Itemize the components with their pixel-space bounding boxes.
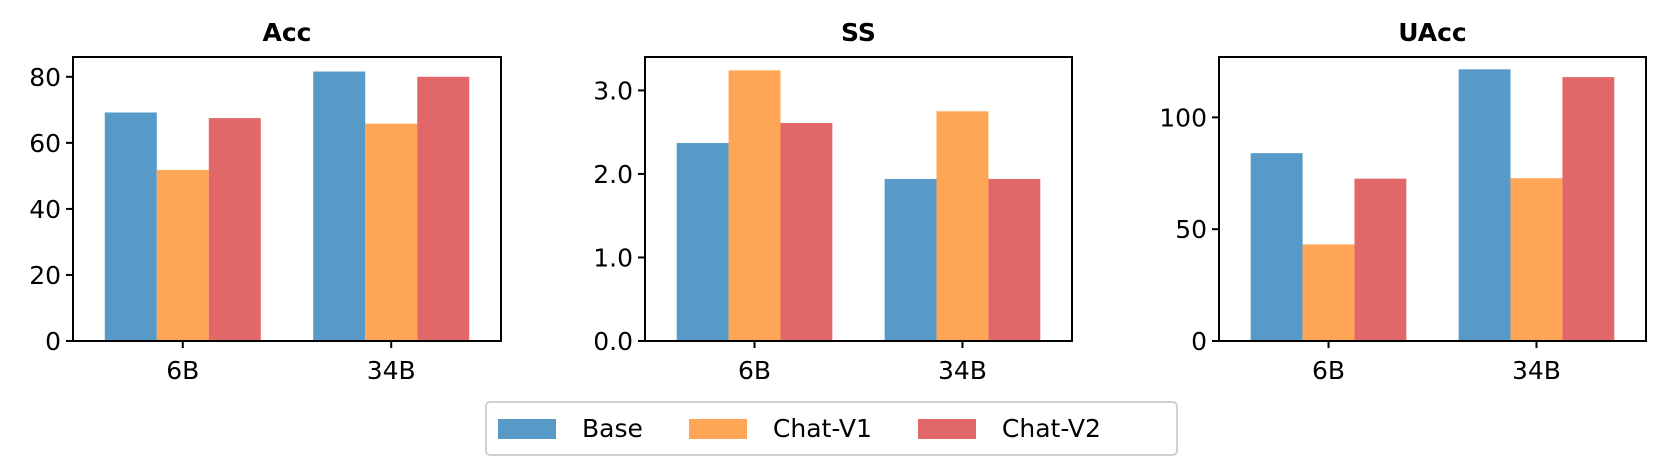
bar-acc-34b-base: [313, 71, 366, 341]
bar-acc-6b-chat-v1: [156, 169, 209, 341]
legend-swatch-chat-v2: [917, 418, 976, 439]
x-tick-label: 34B: [1512, 356, 1561, 385]
bar-acc-34b-chat-v1: [365, 123, 418, 342]
bar-ss-34b-chat-v1: [936, 111, 989, 341]
legend-item-base: Base: [498, 414, 643, 443]
chart-uacc: 6B 34B 0 50 100 UAcc: [1159, 18, 1647, 385]
y-tick-label: 50: [1175, 215, 1207, 244]
y-tick-label: 20: [29, 261, 61, 290]
bar-ss-34b-base: [884, 178, 937, 341]
y-tick-label: 0: [1191, 327, 1207, 356]
legend: Base Chat-V1 Chat-V2: [485, 401, 1178, 456]
legend-swatch-chat-v1: [688, 418, 747, 439]
x-tick-label: 6B: [1312, 356, 1345, 385]
y-tick-label: 3.0: [593, 76, 633, 105]
chart-title: Acc: [263, 18, 312, 47]
bar-acc-6b-chat-v2: [208, 118, 261, 342]
bar-uacc-34b-chat-v1: [1510, 178, 1563, 341]
x-tick-label: 6B: [738, 356, 771, 385]
bar-acc-6b-base: [104, 112, 157, 342]
y-tick-label: 100: [1159, 103, 1207, 132]
y-tick-label: 40: [29, 195, 61, 224]
bar-uacc-6b-chat-v2: [1354, 178, 1407, 341]
y-tick-label: 1.0: [593, 243, 633, 272]
bar-uacc-6b-chat-v1: [1302, 244, 1355, 341]
y-tick-label: 0: [45, 327, 61, 356]
plot-frame: [72, 56, 502, 342]
x-tick-label: 34B: [938, 356, 987, 385]
bar-uacc-34b-chat-v2: [1562, 77, 1615, 342]
legend-label-base: Base: [582, 414, 643, 443]
y-tick-label: 80: [29, 63, 61, 92]
chart-title: UAcc: [1398, 18, 1467, 47]
x-tick-label: 34B: [367, 356, 416, 385]
bar-ss-6b-base: [676, 143, 729, 341]
bar-acc-34b-chat-v2: [417, 76, 470, 341]
y-tick-label: 60: [29, 129, 61, 158]
y-tick-label: 2.0: [593, 160, 633, 189]
legend-item-chat-v2: Chat-V2: [917, 414, 1101, 443]
chart-title: SS: [841, 18, 876, 47]
bar-ss-6b-chat-v2: [780, 122, 833, 341]
y-tick-label: 0.0: [593, 327, 633, 356]
legend-label-chat-v1: Chat-V1: [772, 414, 872, 443]
legend-item-chat-v1: Chat-V1: [688, 414, 872, 443]
bar-uacc-6b-base: [1250, 153, 1303, 341]
chart-acc: 6B 34B 0 20 40 60 80 Acc: [29, 18, 502, 385]
legend-swatch-base: [498, 418, 556, 439]
plot-frame: [1218, 56, 1647, 342]
chart-ss: 6B 34B 0.0 1.0 2.0 3.0 SS: [593, 18, 1073, 385]
plot-frame: [644, 56, 1073, 342]
bar-ss-34b-chat-v2: [988, 178, 1041, 341]
bar-ss-6b-chat-v1: [728, 70, 781, 341]
bar-uacc-34b-base: [1458, 69, 1511, 342]
x-tick-label: 6B: [166, 356, 199, 385]
legend-label-chat-v2: Chat-V2: [1001, 414, 1101, 443]
